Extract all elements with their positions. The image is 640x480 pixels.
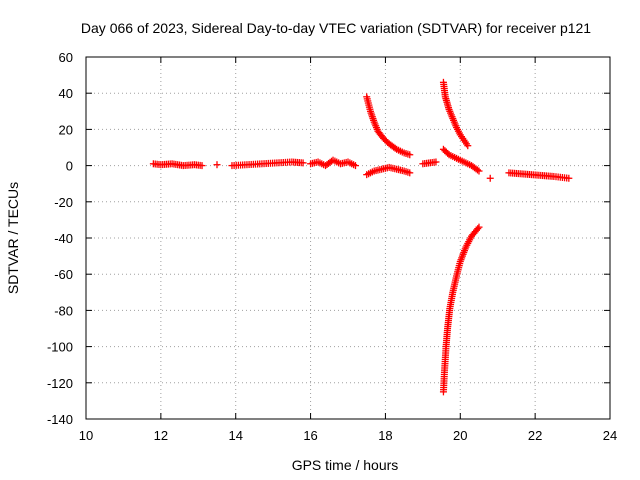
data-point <box>299 159 307 167</box>
y-tick-label: -20 <box>54 195 73 210</box>
data-point <box>432 158 440 166</box>
x-tick-label: 10 <box>79 428 93 443</box>
x-tick-label: 14 <box>228 428 242 443</box>
y-tick-label: -120 <box>47 376 73 391</box>
grid-lines <box>86 57 610 419</box>
data-point <box>198 162 206 170</box>
chart-title: Day 066 of 2023, Sidereal Day-to-day VTE… <box>81 20 591 36</box>
x-tick-label: 20 <box>453 428 467 443</box>
data-point <box>213 161 221 169</box>
data-point <box>565 174 573 182</box>
data-point <box>464 142 472 150</box>
y-tick-label: 60 <box>59 50 73 65</box>
data-point <box>406 151 414 159</box>
plot-frame <box>85 56 611 420</box>
x-tick-label: 16 <box>303 428 317 443</box>
x-axis-title: GPS time / hours <box>292 457 399 473</box>
y-tick-label: 20 <box>59 122 73 137</box>
data-point <box>474 166 482 174</box>
x-tick-label: 12 <box>154 428 168 443</box>
x-tick-label: 18 <box>378 428 392 443</box>
y-axis-title: SDTVAR / TECUs <box>5 182 21 294</box>
x-tick-label: 22 <box>528 428 542 443</box>
data-point <box>406 169 414 177</box>
data-point <box>351 162 359 170</box>
data-series <box>149 78 573 396</box>
y-tick-label: 0 <box>66 159 73 174</box>
y-tick-label: -140 <box>47 412 73 427</box>
y-tick-label: -40 <box>54 231 73 246</box>
x-tick-label: 24 <box>603 428 617 443</box>
y-tick-label: -100 <box>47 340 73 355</box>
data-point <box>486 174 494 182</box>
data-point <box>475 167 483 175</box>
data-point <box>474 225 482 233</box>
axis-ticks: 10 12 14 16 18 20 22 24 60 40 20 0 -20 -40 -60 -80 -100 -… <box>47 50 617 443</box>
y-tick-label: -80 <box>54 303 73 318</box>
y-tick-label: 40 <box>59 86 73 101</box>
data-point <box>475 223 483 231</box>
y-tick-label: -60 <box>54 267 73 282</box>
